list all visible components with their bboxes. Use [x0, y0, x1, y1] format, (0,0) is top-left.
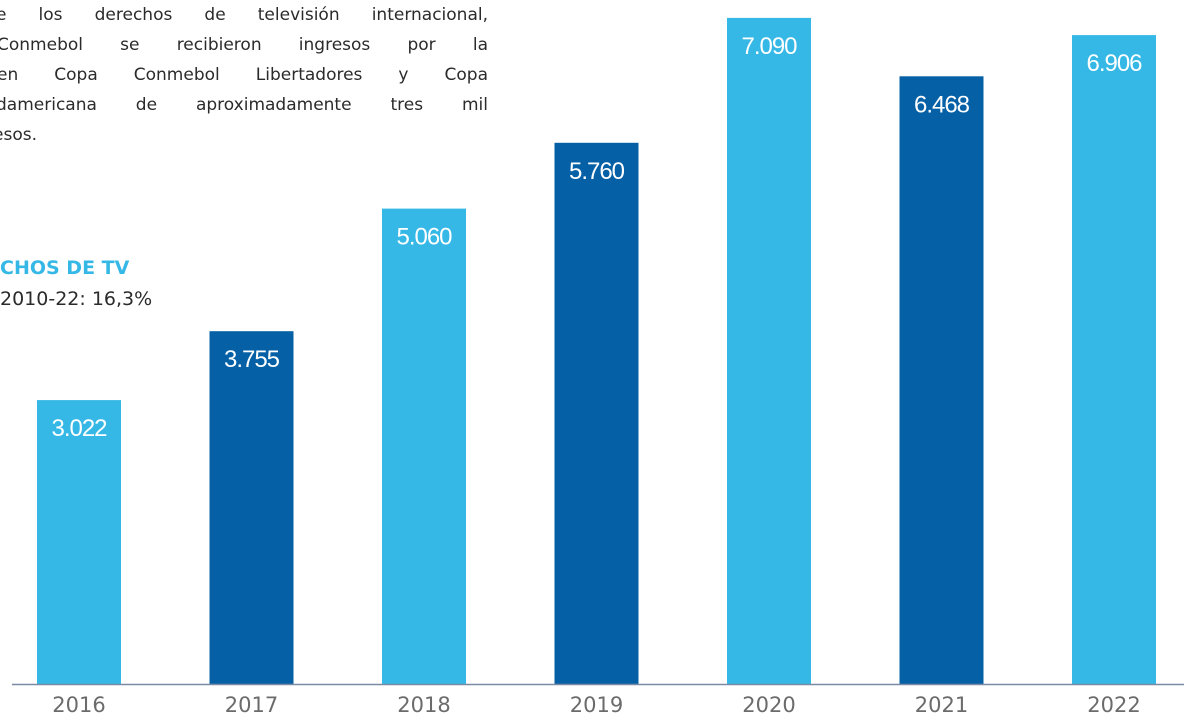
- x-tick-label: 2020: [742, 693, 795, 717]
- x-tick-label: 2018: [397, 693, 450, 717]
- bar-2017: [209, 331, 294, 684]
- bar-value-label: 7.090: [741, 33, 797, 60]
- bar-2019: [554, 142, 639, 685]
- metric-subtitle: 2010-22: 16,3%: [0, 288, 153, 310]
- bar-value-label: 6.906: [1086, 50, 1142, 77]
- x-tick-label: 2017: [225, 693, 278, 717]
- bar-2022: [1072, 35, 1156, 685]
- bar-value-label: 6.468: [914, 91, 970, 118]
- bar-2016: [37, 400, 121, 684]
- bar-value-label: 3.755: [224, 346, 280, 373]
- intro-paragraph: e los derechos de televisión internacion…: [0, 0, 488, 150]
- bar-2021: [899, 76, 984, 685]
- x-tick-label: 2021: [915, 693, 968, 717]
- x-tick-label: 2016: [52, 693, 105, 717]
- intro-line: esos.: [0, 125, 37, 145]
- bar-value-label: 5.060: [396, 224, 452, 251]
- bar-value-label: 3.022: [51, 415, 107, 442]
- intro-line: en Copa Conmebol Libertadores y Copa: [0, 65, 488, 85]
- bar-2018: [382, 208, 466, 684]
- bar-2020: [727, 17, 811, 684]
- intro-line: e los derechos de televisión internacion…: [0, 5, 488, 25]
- x-tick-label: 2019: [570, 693, 623, 717]
- intro-line: damericana de aproximadamente tres mil: [0, 95, 488, 115]
- intro-line: Conmebol se recibieron ingresos por la: [0, 35, 488, 55]
- metric-title: CHOS DE TV: [0, 257, 130, 279]
- bar-value-label: 5.760: [569, 158, 625, 185]
- x-tick-label: 2022: [1087, 693, 1140, 717]
